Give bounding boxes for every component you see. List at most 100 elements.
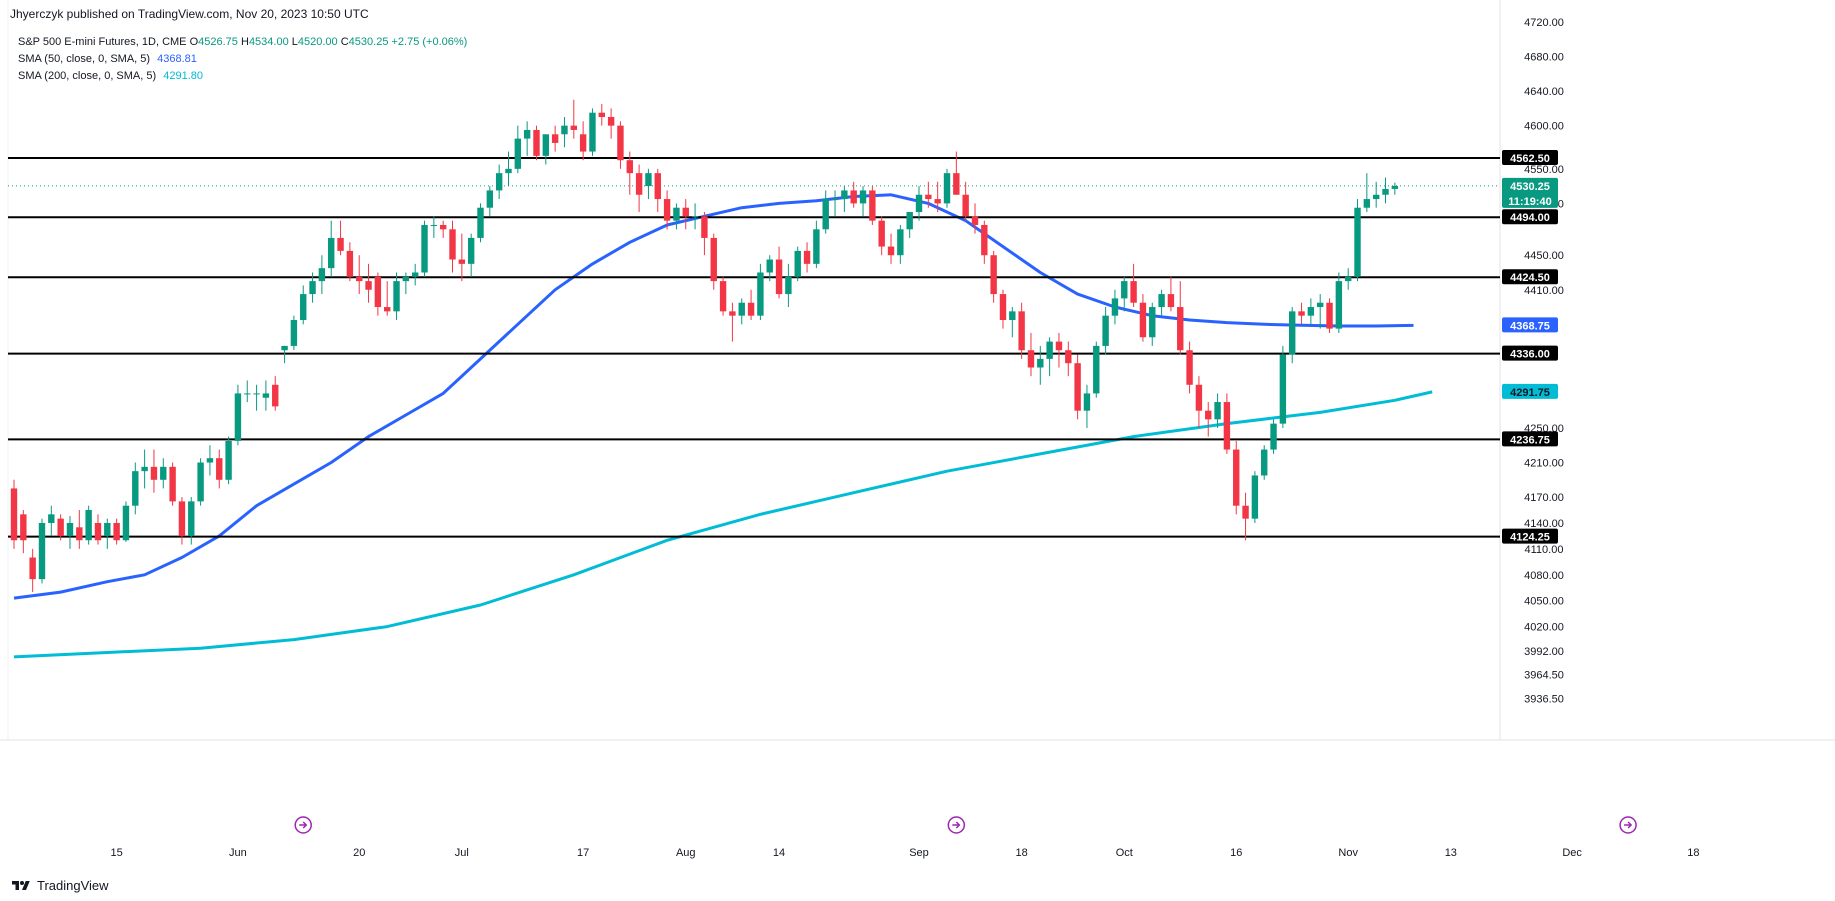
candle-body	[449, 229, 456, 260]
event-arrow	[1624, 821, 1633, 829]
tradingview-footer[interactable]: TradingView	[10, 878, 109, 893]
level-tag-text: 4562.50	[1510, 153, 1550, 165]
candle-body	[1326, 302, 1333, 329]
level-tag-bg	[1502, 528, 1558, 544]
y-tick-label: 3992.00	[1524, 646, 1564, 658]
low-label: L	[291, 36, 298, 48]
open-label: O	[189, 36, 199, 48]
candle-body	[1065, 350, 1072, 364]
candle-body	[1214, 402, 1221, 420]
event-markers[interactable]	[294, 816, 1637, 834]
candle-body	[1009, 311, 1016, 320]
candle-body	[430, 224, 438, 226]
sma50-tag-text: 4368.75	[1510, 320, 1550, 332]
candle-body	[1027, 350, 1035, 368]
low-value: 4520.00	[297, 36, 338, 48]
candle-body	[178, 501, 186, 536]
candle-body	[1372, 194, 1380, 200]
x-tick-label: 16	[1230, 847, 1242, 859]
candle-body	[710, 237, 717, 282]
candle-body	[262, 393, 270, 398]
candle-body	[1177, 307, 1184, 351]
candle-body	[925, 194, 932, 200]
candle-body	[533, 129, 540, 156]
x-tick-label: 18	[1687, 847, 1699, 859]
candlesticks	[10, 99, 1399, 593]
sma200-line-group	[13, 390, 1433, 659]
event-marker-icon[interactable]	[1619, 816, 1637, 834]
candle-body	[897, 229, 904, 256]
candle-body	[1158, 294, 1165, 308]
sma50-row[interactable]: SMA (50, close, 0, SMA, 5) 4368.81	[18, 51, 467, 68]
x-tick-label: Jul	[455, 847, 469, 859]
x-tick-label: Aug	[676, 847, 696, 859]
close-label: C	[340, 36, 349, 48]
event-marker-icon[interactable]	[294, 816, 312, 834]
candle-body	[281, 345, 288, 351]
level-tag-text: 4236.75	[1510, 434, 1550, 446]
candle-body	[10, 488, 18, 541]
candle-body	[20, 514, 27, 541]
candle-body	[617, 125, 624, 161]
candle-body	[598, 112, 605, 118]
candle-body	[197, 462, 204, 502]
candle-body	[76, 527, 83, 541]
candle-body	[1130, 281, 1137, 303]
x-tick-label: 20	[353, 847, 365, 859]
event-arrow	[952, 821, 961, 829]
candle-body	[635, 173, 643, 195]
candle-body	[794, 250, 801, 277]
candle-body	[384, 307, 391, 312]
candle-body	[495, 173, 503, 191]
sma50-value: 4368.81	[157, 53, 197, 65]
y-tick-label: 4210.00	[1524, 458, 1564, 470]
candle-body	[1344, 276, 1352, 282]
close-value: 4530.25	[348, 36, 389, 48]
candle-body	[906, 212, 913, 230]
candle-body	[990, 255, 997, 295]
candle-body	[607, 117, 615, 126]
candle-body	[337, 237, 344, 251]
y-tick-label: 4170.00	[1524, 492, 1564, 504]
y-tick-label: 4410.00	[1524, 285, 1564, 297]
candle-body	[272, 384, 279, 407]
candle-body	[1037, 358, 1044, 368]
price-axis[interactable]: 4720.004680.004640.004600.004550.004510.…	[1524, 17, 1564, 706]
symbol-row[interactable]: S&P 500 E-mini Futures, 1D, CME O4526.75…	[18, 34, 467, 51]
candle-body	[971, 216, 979, 225]
candle-body	[719, 281, 727, 312]
sma200-tag-bg	[1502, 383, 1558, 399]
y-tick-label: 4050.00	[1524, 596, 1564, 608]
candle-body	[113, 522, 120, 541]
tradingview-logo-icon	[12, 880, 30, 890]
candle-body	[729, 311, 736, 316]
candle-body	[188, 501, 195, 536]
candle-body	[1167, 294, 1175, 308]
candle-body	[1121, 281, 1128, 299]
candle-body	[962, 194, 969, 217]
candle-body	[775, 259, 783, 295]
sma200-row[interactable]: SMA (200, close, 0, SMA, 5) 4291.80	[18, 68, 467, 85]
candle-body	[1354, 207, 1361, 277]
candle-body	[831, 199, 839, 201]
brand-name: TradingView	[37, 878, 109, 893]
candle-body	[626, 160, 633, 174]
candle-body	[1261, 449, 1268, 476]
time-axis[interactable]: 15 Jun 20 Jul 17 Aug 14 Sep 18 Oct 16 Nov 13 Dec 18	[111, 847, 1700, 859]
candle-body	[169, 466, 176, 502]
candle-body	[421, 224, 428, 273]
horizontal-levels[interactable]	[8, 157, 1500, 538]
y-tick-label: 3964.50	[1524, 670, 1564, 682]
candle-body	[328, 237, 335, 269]
last-price-tag-countdown: 11:19:40	[1508, 196, 1551, 208]
level-tag-bg	[1502, 150, 1558, 166]
level-tag-text: 4124.25	[1510, 532, 1550, 544]
candle-body	[841, 190, 848, 200]
event-marker-icon[interactable]	[947, 816, 966, 834]
candle-body	[579, 134, 587, 152]
level-tag-bg	[1502, 269, 1558, 285]
candle-body	[1335, 281, 1343, 329]
x-tick-label: Dec	[1562, 847, 1582, 859]
candle-body	[253, 393, 260, 395]
